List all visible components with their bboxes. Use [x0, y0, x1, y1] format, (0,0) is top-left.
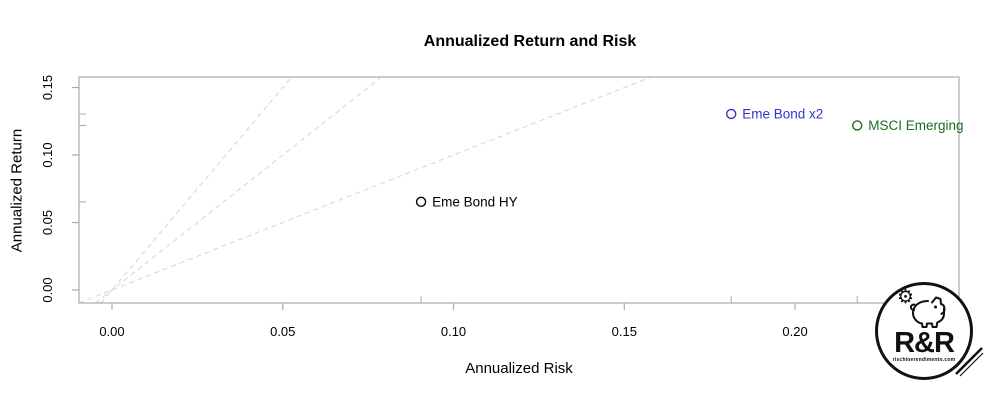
- logo-text: R&R: [894, 327, 955, 359]
- chart-title: Annualized Return and Risk: [423, 33, 637, 50]
- data-point-label: Eme Bond x2: [742, 106, 823, 121]
- logo-domain-text: rischioerendimento.com: [892, 357, 956, 364]
- x-tick-label: 0.15: [612, 324, 637, 339]
- rr-logo[interactable]: ⚙ R&R rischioerendimento.com: [875, 282, 973, 380]
- plot-box: [78, 76, 960, 304]
- data-point: [725, 108, 737, 120]
- y-axis-title: Annualized Return: [8, 128, 26, 253]
- y-tick-label: 0.15: [40, 75, 55, 100]
- pencil-swoosh: [955, 347, 984, 377]
- pig-icon: [909, 296, 946, 328]
- sharpe-ratio-line: [100, 76, 293, 304]
- data-point-label: Eme Bond HY: [432, 194, 518, 209]
- x-axis-title: Annualized Risk: [465, 360, 573, 377]
- data-point: [852, 120, 863, 131]
- y-tick-label: 0.10: [40, 142, 55, 167]
- data-point-label: MSCI Emerging: [868, 118, 963, 133]
- x-tick-label: 0.00: [99, 324, 124, 339]
- sharpe-ratio-line: [78, 76, 652, 304]
- piggy-bank-gear-icon: ⚙: [897, 288, 950, 332]
- data-point: [415, 196, 427, 208]
- gear-icon: ⚙: [897, 286, 915, 308]
- x-tick-label: 0.10: [441, 324, 466, 339]
- y-tick-label: 0.00: [40, 277, 55, 302]
- sharpe-ratio-line: [95, 76, 382, 304]
- y-tick-label: 0.05: [40, 210, 55, 235]
- x-tick-label: 0.20: [782, 324, 807, 339]
- x-tick-label: 0.05: [270, 324, 295, 339]
